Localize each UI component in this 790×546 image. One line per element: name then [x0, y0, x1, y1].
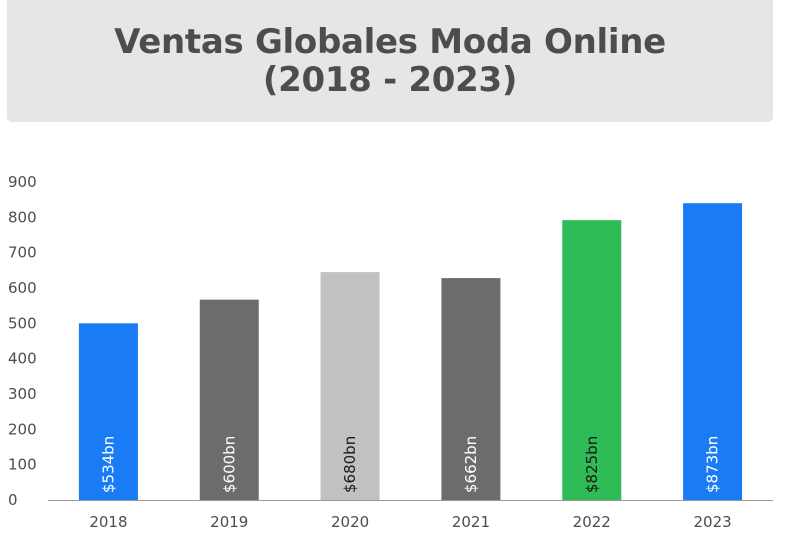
bar [320, 272, 380, 500]
x-tick-label: 2020 [331, 513, 369, 531]
chart-title-line-2: (2018 - 2023) [262, 60, 518, 100]
y-tick-label: 100 [8, 456, 37, 474]
data-label: $600bn [220, 436, 238, 493]
x-tick-label: 2023 [693, 513, 731, 531]
data-label: $873bn [704, 436, 722, 493]
y-tick-label: 400 [8, 350, 37, 368]
x-tick-label: 2021 [452, 513, 490, 531]
x-tick-label: 2019 [210, 513, 248, 531]
y-tick-label: 300 [8, 385, 37, 403]
y-tick-label: 600 [8, 279, 37, 297]
x-tick-label: 2022 [573, 513, 611, 531]
chart-title-box: Ventas Globales Moda Online (2018 - 2023… [7, 0, 773, 122]
data-label: $662bn [462, 436, 480, 493]
y-tick-label: 0 [8, 491, 18, 509]
y-tick-label: 200 [8, 420, 37, 438]
bar [199, 299, 259, 500]
data-label: $680bn [341, 436, 359, 493]
data-label: $534bn [99, 436, 117, 493]
bar [78, 323, 138, 500]
bar [441, 278, 501, 500]
y-tick-label: 900 [8, 173, 37, 191]
bar [683, 203, 743, 500]
x-tick-label: 2018 [89, 513, 127, 531]
y-tick-label: 500 [8, 314, 37, 332]
data-label: $825bn [583, 436, 601, 493]
y-tick-label: 700 [8, 244, 37, 262]
y-tick-label: 800 [8, 208, 37, 226]
bar [562, 220, 622, 500]
chart-title-line-1: Ventas Globales Moda Online [114, 22, 666, 62]
